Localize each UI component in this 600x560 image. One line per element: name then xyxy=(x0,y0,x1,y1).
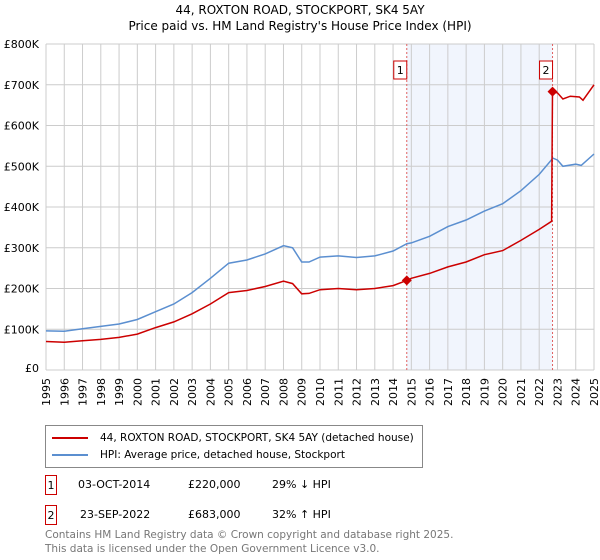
sale-hpi-diff: 29% ↓ HPI xyxy=(272,478,331,491)
sale-label-box xyxy=(539,60,554,80)
x-tick-label: 2023 xyxy=(551,378,564,406)
x-tick-label: 2009 xyxy=(296,378,309,406)
x-tick-label: 2004 xyxy=(204,378,217,406)
x-tick-label: 2008 xyxy=(277,378,290,406)
x-tick-label: 2021 xyxy=(515,378,528,406)
x-tick-label: 2013 xyxy=(369,378,382,406)
x-tick-label: 1996 xyxy=(58,378,71,406)
x-tick-label: 2018 xyxy=(460,378,473,406)
sale-point xyxy=(401,275,412,286)
x-tick-label: 1999 xyxy=(113,378,126,406)
x-tick-label: 2010 xyxy=(314,378,327,406)
y-tick-label: £100K xyxy=(4,323,40,336)
footer-line-1: Contains HM Land Registry data © Crown c… xyxy=(45,529,454,541)
footer: Contains HM Land Registry data © Crown c… xyxy=(45,528,585,556)
sale-marker-badge: 2 xyxy=(45,505,57,525)
y-tick-label: £600K xyxy=(4,120,40,133)
sale-point xyxy=(547,86,558,97)
x-tick-label: 2015 xyxy=(405,378,418,406)
sale-date: 23-SEP-2022 xyxy=(80,508,151,521)
x-tick-label: 2025 xyxy=(588,378,600,406)
series-line xyxy=(45,153,595,333)
series-line xyxy=(45,84,595,344)
y-tick-label: £500K xyxy=(4,160,40,173)
legend: 44, ROXTON ROAD, STOCKPORT, SK4 5AY (det… xyxy=(45,425,423,468)
sale-price: £683,000 xyxy=(188,508,241,521)
sale-date: 03-OCT-2014 xyxy=(78,478,151,491)
x-tick-label: 2020 xyxy=(497,378,510,406)
sale-row-2: 2 23-SEP-2022 £683,000 32% ↑ HPI xyxy=(45,505,465,525)
legend-label-property: 44, ROXTON ROAD, STOCKPORT, SK4 5AY (det… xyxy=(100,431,414,444)
x-tick-label: 2002 xyxy=(168,378,181,406)
x-tick-label: 2005 xyxy=(223,378,236,406)
sale-row-1: 1 03-OCT-2014 £220,000 29% ↓ HPI xyxy=(45,475,465,495)
x-tick-label: 2006 xyxy=(241,378,254,406)
x-tick-label: 2011 xyxy=(332,378,345,406)
x-tick-label: 2019 xyxy=(478,378,491,406)
x-tick-label: 1997 xyxy=(77,378,90,406)
footer-line-2: This data is licensed under the Open Gov… xyxy=(45,543,380,555)
x-tick-label: 2000 xyxy=(131,378,144,406)
y-tick-label: £700K xyxy=(4,79,40,92)
x-tick-label: 2016 xyxy=(424,378,437,406)
chart-subtitle: Price paid vs. HM Land Registry's House … xyxy=(128,19,472,33)
sale-price: £220,000 xyxy=(188,478,241,491)
sale-marker-badge: 1 xyxy=(45,475,57,495)
sale-label: 1 xyxy=(397,64,404,77)
x-tick-label: 1998 xyxy=(95,378,108,406)
x-tick-label: 2003 xyxy=(186,378,199,406)
y-tick-label: £300K xyxy=(4,242,40,255)
x-tick-label: 2014 xyxy=(387,378,400,406)
price-chart: 1995 1996 1997 1998 1999 2000 2001 2002 2003 2004… xyxy=(4,38,600,406)
x-tick-label: 2012 xyxy=(351,378,364,406)
sale-label-box xyxy=(393,60,408,80)
legend-label-hpi: HPI: Average price, detached house, Stoc… xyxy=(100,448,345,461)
y-tick-label: £800K xyxy=(4,38,40,51)
x-tick-label: 2007 xyxy=(259,378,272,406)
chart-title: 44, ROXTON ROAD, STOCKPORT, SK4 5AY xyxy=(175,3,425,17)
x-tick-label: 1995 xyxy=(40,378,53,406)
x-tick-label: 2024 xyxy=(570,378,583,406)
legend-swatch-property xyxy=(52,436,88,439)
sale-label: 2 xyxy=(543,64,550,77)
legend-swatch-hpi xyxy=(52,453,88,456)
y-tick-label: £400K xyxy=(4,201,40,214)
x-tick-label: 2017 xyxy=(442,378,455,406)
x-tick-label: 2022 xyxy=(533,378,546,406)
x-tick-label: 2001 xyxy=(150,378,163,406)
sale-hpi-diff: 32% ↑ HPI xyxy=(272,508,331,521)
y-tick-label: £200K xyxy=(4,283,40,296)
y-tick-label: £0 xyxy=(25,362,39,375)
